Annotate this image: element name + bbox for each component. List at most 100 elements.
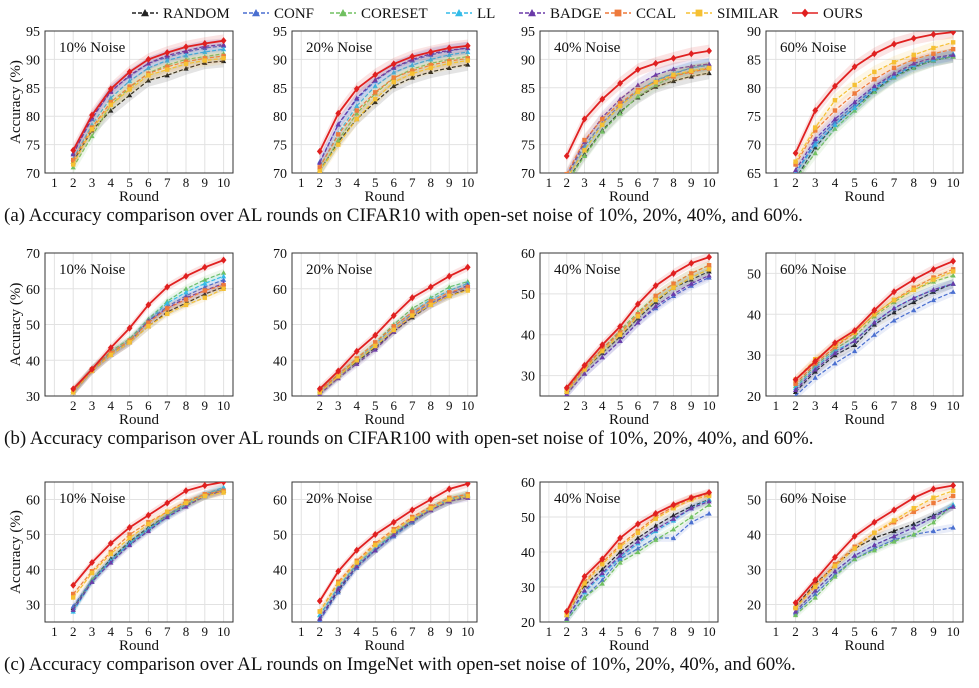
data-point	[409, 53, 416, 61]
x-tick-label: 4	[599, 624, 606, 639]
x-tick-label: 3	[89, 624, 96, 639]
data-point	[832, 360, 838, 366]
data-point	[183, 302, 189, 308]
data-point	[653, 72, 659, 77]
y-tick-label: 70	[26, 167, 40, 182]
data-point	[336, 142, 341, 147]
data-point	[146, 324, 151, 329]
data-point	[372, 547, 378, 553]
data-point	[108, 95, 114, 101]
data-point	[202, 280, 208, 286]
series-ccal	[793, 42, 956, 171]
data-point	[911, 287, 916, 292]
caption-a: (a) Accuracy comparison over AL rounds o…	[4, 205, 803, 226]
x-tick-label: 3	[581, 398, 588, 413]
x-tick-label: 4	[599, 175, 606, 190]
legend-label: BADGE	[550, 6, 602, 22]
data-point	[706, 47, 712, 55]
x-tick-label: 6	[871, 624, 878, 639]
data-point	[832, 82, 838, 90]
series-ours	[70, 482, 227, 590]
data-point	[950, 272, 956, 278]
data-point	[446, 65, 452, 70]
series-layer	[70, 482, 227, 616]
y-tick-label: 30	[521, 370, 535, 385]
series-band	[795, 42, 954, 171]
series-similar	[564, 264, 712, 396]
x-tick-label: 4	[354, 175, 361, 190]
x-tick-label: 6	[871, 175, 878, 190]
data-point	[390, 60, 397, 68]
data-point	[108, 99, 114, 105]
data-point	[670, 526, 677, 532]
data-point	[793, 605, 798, 611]
data-point	[653, 516, 658, 521]
data-point	[852, 342, 858, 348]
plot-border	[44, 30, 234, 174]
x-tick-label: 6	[635, 175, 642, 190]
series-band	[795, 264, 954, 389]
x-tick-label: 9	[930, 175, 937, 190]
data-point	[354, 116, 359, 122]
data-point	[871, 89, 877, 94]
series-band	[73, 275, 224, 395]
data-point	[336, 374, 341, 379]
series-line	[566, 498, 710, 616]
data-point	[617, 103, 623, 109]
data-point	[373, 96, 378, 102]
y-tick-label: 90	[747, 25, 761, 40]
data-point	[316, 597, 323, 605]
data-point	[852, 105, 858, 110]
data-point	[600, 348, 605, 354]
data-point	[428, 302, 433, 308]
data-point	[891, 518, 897, 523]
data-point	[706, 488, 712, 497]
legend-label: SIMILAR	[717, 6, 779, 22]
legend-marker	[528, 9, 536, 17]
series-similar	[317, 286, 470, 396]
data-point	[617, 323, 623, 331]
series-badge	[792, 279, 956, 395]
data-point	[599, 580, 605, 586]
series-band	[566, 497, 710, 622]
data-point	[813, 128, 818, 133]
data-point	[221, 490, 226, 495]
data-point	[832, 126, 838, 131]
data-point	[564, 171, 569, 173]
data-point	[317, 615, 323, 621]
x-tick-label: 3	[335, 398, 342, 413]
x-tick-label: 7	[164, 175, 171, 190]
data-point	[465, 493, 470, 499]
data-point	[653, 293, 658, 299]
data-point	[220, 256, 227, 264]
data-point	[391, 75, 396, 80]
data-point	[871, 306, 878, 314]
data-point	[872, 77, 877, 82]
series-badge	[564, 271, 712, 396]
data-point	[221, 273, 227, 279]
data-point	[617, 79, 623, 87]
data-point	[428, 506, 433, 511]
x-tick-label: 7	[409, 624, 416, 639]
data-point	[372, 530, 379, 539]
x-tick-label: 5	[851, 624, 858, 639]
data-point	[70, 151, 76, 157]
data-point	[183, 52, 189, 58]
series-badge	[317, 493, 471, 622]
x-tick-label: 2	[317, 398, 324, 413]
x-tick-label: 9	[202, 398, 209, 413]
series-line	[319, 497, 468, 619]
data-point	[689, 271, 694, 276]
data-point	[931, 500, 936, 506]
data-point	[146, 73, 151, 78]
data-point	[852, 546, 857, 551]
data-point	[792, 608, 799, 614]
x-tick-label: 3	[581, 175, 588, 190]
data-point	[108, 559, 114, 565]
y-tick-label: 85	[273, 82, 287, 97]
data-point	[427, 283, 434, 291]
plot-border	[765, 30, 964, 174]
x-tick-label: 7	[652, 175, 659, 190]
x-tick-label: 8	[428, 398, 435, 413]
x-tick-label: 6	[145, 175, 152, 190]
